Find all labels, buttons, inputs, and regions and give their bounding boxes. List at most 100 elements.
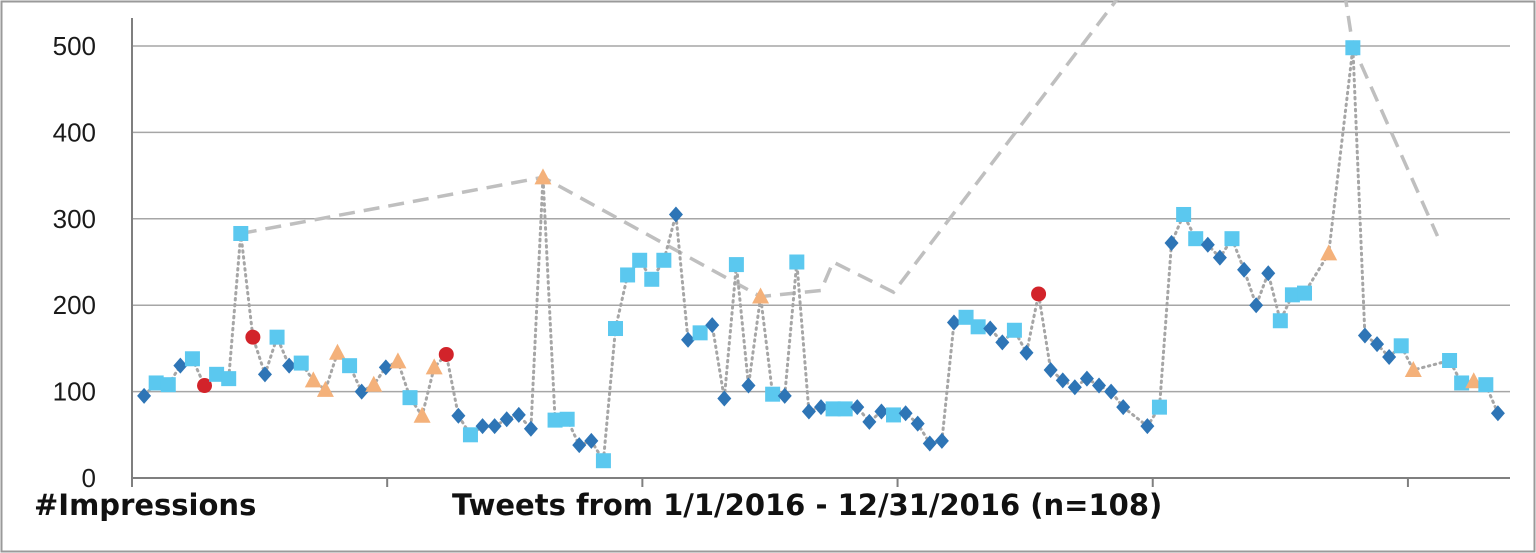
data-point-diamond [378,359,393,376]
data-point-diamond [741,377,756,394]
data-point-triangle [304,371,322,388]
data-point-square [1442,352,1458,368]
data-point-diamond [801,403,816,420]
data-point-diamond [850,399,865,416]
data-point-diamond [814,399,828,416]
data-point-square [1393,338,1409,354]
data-point-diamond [1370,336,1385,353]
data-point-square [644,271,660,287]
data-point-square [209,366,225,382]
data-point-square [1345,40,1361,56]
data-point-diamond [1200,236,1215,253]
data-point-triangle [534,168,552,185]
data-point-triangle [1320,244,1338,261]
data-point-diamond [1079,370,1094,387]
data-point-square [1006,322,1022,338]
data-point-circle [1031,286,1047,302]
y-tick-label: 400 [53,117,96,147]
data-point-square [789,254,805,270]
data-point-diamond [1164,234,1179,251]
data-point-diamond [475,418,490,435]
data-point-diamond [511,406,526,423]
data-point-diamond [1067,379,1082,396]
data-point-circle [245,329,261,345]
dashed-trend-line [240,0,1440,299]
dashed-trend-path [240,0,1440,299]
data-point-triangle [1465,372,1483,389]
data-point-diamond [995,334,1010,351]
data-point-diamond [1382,349,1397,366]
data-point-diamond [777,387,792,404]
data-point-diamond [354,383,369,400]
data-point-square [1176,206,1192,222]
x-axis-title: Tweets from 1/1/2016 - 12/31/2016 (n=108… [452,488,1163,522]
x-axis [131,18,1510,487]
data-point-diamond [717,390,732,407]
data-point-diamond [451,407,466,424]
data-point-diamond [668,206,683,223]
data-point-diamond [572,437,587,454]
data-point-square [160,377,176,393]
data-point-triangle [389,352,407,369]
data-point-square [1224,231,1240,247]
data-point-square [462,427,478,443]
data-point-diamond [1490,405,1505,422]
data-point-square [342,358,358,374]
data-point-square [293,355,309,371]
data-point-square [184,351,200,367]
data-point-square [656,252,672,268]
data-point-diamond [874,403,889,420]
gridlines [132,45,1510,393]
data-point-triangle [425,358,443,375]
data-point-square [1454,375,1470,391]
data-point-diamond [681,331,696,348]
data-point-square [958,309,974,325]
data-point-square [1284,287,1300,303]
data-point-square [1478,377,1494,393]
data-point-square [1272,313,1288,329]
data-point-circle [197,378,213,394]
data-point-square [547,412,563,428]
data-point-square [402,390,418,406]
data-point-triangle [413,406,431,423]
data-point-square [221,371,237,387]
data-point-diamond [1140,418,1155,435]
data-point-diamond [282,357,297,374]
data-point-square [970,319,986,335]
data-point-diamond [922,435,937,452]
data-point-triangle [752,287,770,304]
y-tick-label: 300 [53,204,96,234]
y-tick-label: 0 [82,463,96,493]
data-point-diamond [898,405,913,422]
data-point-square [728,257,744,273]
data-point-square [825,401,841,417]
data-point-square [595,453,611,469]
y-tick-label: 500 [53,31,96,61]
data-point-diamond [946,314,961,331]
data-point-diamond [1116,399,1131,416]
y-tick-label: 200 [53,290,96,320]
data-point-triangle [316,380,334,397]
data-point-diamond [1237,261,1252,278]
dotted-series-line [142,47,1500,466]
data-point-square [886,407,902,423]
data-point-diamond [173,357,188,374]
data-point-diamond [705,317,720,334]
data-point-square [620,267,636,283]
data-point-square [1297,285,1313,301]
data-point-square [692,325,708,341]
data-point-diamond [910,415,925,432]
data-point-diamond [487,418,502,435]
data-point-square [837,401,853,417]
data-point-square [765,386,781,402]
data-point-triangle [365,375,383,392]
data-point-square [1151,399,1167,415]
data-point-diamond [1212,249,1227,266]
data-point-diamond [1261,265,1276,282]
data-point-diamond [1357,327,1372,344]
data-point-triangle [1404,361,1422,377]
data-point-diamond [1019,344,1034,361]
data-point-square [148,375,164,391]
data-markers [137,40,1505,469]
